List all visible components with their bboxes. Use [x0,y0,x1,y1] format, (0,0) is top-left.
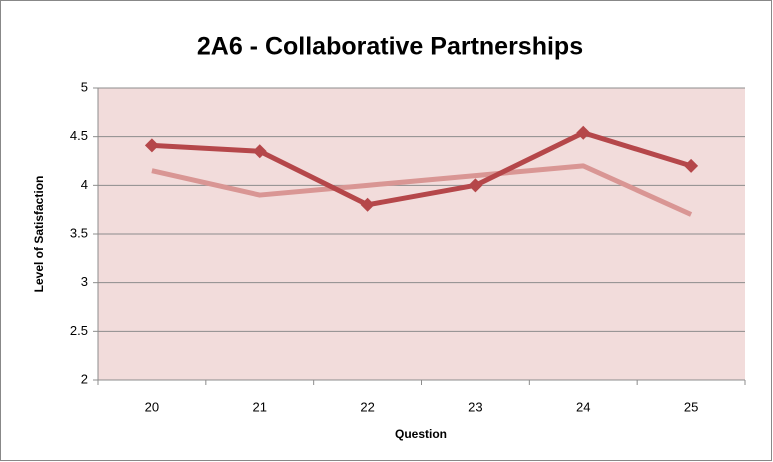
y-tick-label: 5 [81,79,88,94]
series-line [151,163,693,217]
x-axis-label: Question [395,427,447,441]
y-tick-label: 3 [81,274,88,289]
data-point [576,125,591,140]
x-tick-label: 25 [684,399,698,414]
y-tick-label: 3.5 [70,225,88,240]
y-axis-label: Level of Satisfaction [32,176,46,293]
data-point [684,158,699,173]
x-tick-label: 20 [145,399,159,414]
y-tick-label: 2 [81,371,88,386]
data-point [468,178,483,193]
data-point [144,138,159,153]
x-tick-label: 22 [360,399,374,414]
x-tick-label: 24 [576,399,590,414]
data-point [360,197,375,212]
series-line [151,130,692,208]
x-tick-label: 21 [253,399,267,414]
data-point [252,144,267,159]
y-tick-label: 4.5 [70,128,88,143]
y-tick-label: 4 [81,177,88,192]
x-tick-label: 23 [468,399,482,414]
chart-title: 2A6 - Collaborative Partnerships [197,33,583,61]
y-tick-label: 2.5 [70,323,88,338]
